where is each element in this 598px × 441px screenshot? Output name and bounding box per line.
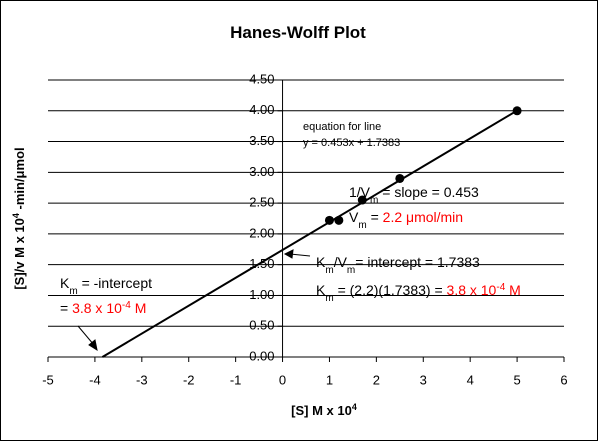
x-tick-label: -5 (42, 372, 54, 387)
x-tick-label: -1 (230, 372, 242, 387)
x-tick-label: 2 (373, 372, 380, 387)
text-part: /V (334, 254, 348, 270)
x-tick-label: -3 (136, 372, 148, 387)
x-tick-label: 4 (467, 372, 474, 387)
text-part: m (325, 293, 333, 304)
text-part: mol (12, 147, 27, 170)
x-tick-label: 5 (513, 372, 520, 387)
y-tick-label: 0.50 (249, 318, 274, 333)
text-part: μ (12, 170, 27, 178)
x-tick-label: 0 (279, 372, 286, 387)
chart-title: Hanes-Wolff Plot (230, 23, 366, 42)
annotation: Km/Vm= intercept = 1.7383 (316, 254, 480, 276)
text-part: 2.2 μmol/min (383, 209, 463, 225)
y-tick-label: 2.50 (249, 195, 274, 210)
text-part: M (505, 282, 521, 298)
y-tick-label: 1.00 (249, 287, 274, 302)
text-part: 4 (11, 213, 21, 218)
x-tick-label: 1 (326, 372, 333, 387)
y-tick-label: 4.50 (249, 71, 274, 86)
annotation: = 3.8 x 10-4 M (60, 300, 146, 317)
text-part: = (2.2)(1.7383) = (334, 282, 447, 298)
x-tick-label: 6 (560, 372, 567, 387)
annotation: [S]/v M x 104 -min/μmol (11, 147, 27, 289)
text-part: 3.8 x 10 (447, 282, 497, 298)
annotation: Vm = 2.2 μmol/min (349, 209, 463, 231)
y-tick-label: 2.00 (249, 225, 274, 240)
annotation: Km = -intercept (60, 275, 152, 297)
x-tick-label: 3 (420, 372, 427, 387)
annotation: Km = (2.2)(1.7383) = 3.8 x 10-4 M (316, 282, 521, 304)
text-part: m (325, 265, 333, 276)
text-part: equation for line (303, 121, 381, 133)
y-tick-label: 1.50 (249, 256, 274, 271)
text-part: y = 0.453x + 1.7383 (303, 137, 400, 149)
text-part: m (358, 220, 366, 231)
data-point (395, 173, 405, 183)
data-point (357, 195, 367, 205)
annotation: y = 0.453x + 1.7383 (303, 137, 400, 149)
text-part: -4 (496, 282, 505, 293)
text-part: -4 (122, 300, 131, 311)
text-part: = slope = 0.453 (378, 184, 479, 200)
text-part: K (316, 254, 326, 270)
text-part: m (69, 286, 77, 297)
y-tick-label: 3.00 (249, 164, 274, 179)
text-part: = -intercept (78, 275, 152, 291)
x-tick-label: -4 (89, 372, 101, 387)
text-part: K (316, 282, 326, 298)
text-part: -min/ (12, 178, 27, 213)
annotation: 1/Vm = slope = 0.453 (349, 184, 479, 206)
x-tick-label: -2 (183, 372, 195, 387)
arrow (283, 249, 311, 259)
text-part: 3.8 x 10 (72, 300, 122, 316)
data-point (512, 106, 522, 116)
text-part: V (349, 209, 359, 225)
text-part: 4 (352, 402, 357, 412)
text-part: 1/V (349, 184, 371, 200)
text-part: [S]/v M x 10 (12, 218, 27, 290)
annotation: equation for line (303, 121, 381, 133)
arrow (77, 325, 98, 352)
text-part: = (367, 209, 383, 225)
y-tick-label: 3.50 (249, 133, 274, 148)
text-part: K (60, 275, 70, 291)
y-tick-label: 4.00 (249, 102, 274, 117)
y-tick-label: 0.00 (249, 348, 274, 363)
trendline (101, 109, 518, 358)
text-part: = intercept = 1.7383 (355, 254, 480, 270)
data-point (334, 215, 344, 225)
data-point (324, 215, 334, 225)
text-part: m (347, 265, 355, 276)
text-part: m (370, 195, 378, 206)
annotation: [S] M x 104 (291, 402, 357, 418)
text-part: M (131, 300, 147, 316)
text-part: [S] M x 10 (291, 403, 352, 418)
text-part: = (60, 300, 72, 316)
